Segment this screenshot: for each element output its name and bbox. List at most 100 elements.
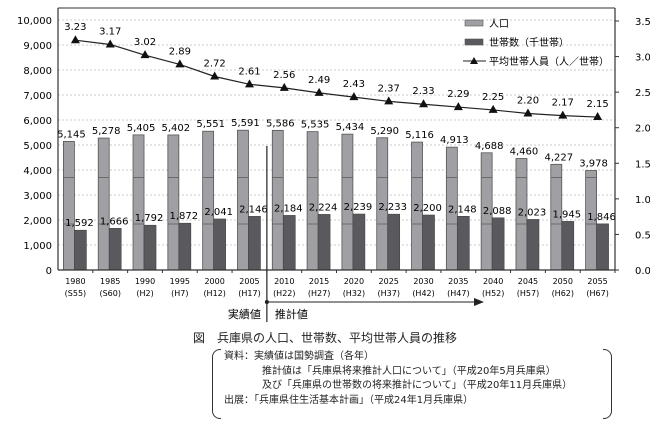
avg-household-marker: [279, 82, 289, 91]
household-bar: [457, 216, 470, 271]
household-bar: [352, 213, 366, 271]
y-left-tick-label: 9,000: [23, 41, 52, 52]
population-data-label: 5,402: [162, 123, 191, 134]
avg-household-marker: [244, 79, 254, 88]
note-line: 出展：「兵庫県住生活基本計画」（平成24年1月兵庫県）: [224, 394, 474, 406]
x-tick-sublabel: (H67): [586, 289, 608, 298]
avg-household-data-label: 2.20: [517, 95, 539, 106]
x-tick-sublabel: (H37): [378, 289, 400, 298]
x-tick-sublabel: (H27): [308, 289, 330, 298]
y-right-tick-label: 2.0: [635, 124, 650, 135]
y-left-tick-label: 4,000: [23, 166, 52, 177]
household-data-label: 2,233: [378, 202, 407, 213]
household-bar: [561, 221, 575, 271]
x-tick-label: 2030: [413, 277, 433, 286]
y-left-tick-label: 2,000: [23, 216, 52, 227]
avg-household-data-label: 3.17: [99, 26, 121, 37]
chart: 0 1,000 2,000 3,000 4,000 5,000 6,000 7,000 8,00…: [17, 7, 650, 322]
figure-caption: 図 兵庫県の人口、世帯数、平均世帯人員の推移: [192, 331, 457, 345]
household-data-label: 2,224: [309, 202, 338, 213]
y-left-tick-label: 1,000: [23, 241, 52, 252]
note-line: 及び「兵庫県の世帯数の将来推計について」（平成20年11月兵庫県）: [262, 380, 573, 391]
x-tick-label: 2025: [379, 277, 399, 286]
y-right-tick-label: 3.0: [635, 53, 650, 64]
y-left-tick-label: 3,000: [23, 191, 52, 202]
x-tick-label: 1985: [100, 277, 120, 286]
household-bar: [178, 222, 192, 271]
household-data-label: 1,592: [65, 218, 94, 229]
population-data-label: 5,405: [127, 123, 156, 134]
avg-household-line: [75, 39, 598, 118]
legend-swatch: [464, 19, 484, 27]
household-data-label: 2,088: [483, 206, 512, 217]
population-data-label: 5,535: [301, 120, 330, 131]
household-bar: [108, 228, 122, 271]
x-tick-label: 2035: [448, 277, 468, 286]
avg-household-marker: [558, 110, 568, 119]
x-tick-sublabel: (H42): [412, 289, 434, 298]
x-tick-label: 2055: [587, 277, 607, 286]
avg-household-marker: [105, 39, 115, 48]
population-bar: [271, 129, 284, 271]
y-right-tick-label: 1.0: [635, 195, 650, 206]
household-bar: [282, 215, 296, 271]
x-tick-label: 2020: [344, 277, 364, 286]
avg-household-data-label: 2.17: [552, 98, 574, 109]
x-tick-sublabel: (H17): [238, 289, 260, 298]
x-tick-sublabel: (H2): [136, 289, 153, 298]
y-left-tick-label: 7,000: [23, 91, 52, 102]
source-notes: 資料：実績値は国勢調査（各年） 推計値は「兵庫県将来推計人口について」（平成20…: [212, 349, 612, 419]
avg-household-data-label: 2.43: [343, 79, 365, 90]
x-tick-label: 2050: [553, 277, 573, 286]
y-left-tick-label: 8,000: [23, 66, 52, 77]
household-data-label: 1,945: [552, 209, 581, 220]
x-tick-sublabel: (S60): [99, 289, 121, 298]
avg-household-marker: [384, 96, 394, 105]
population-data-label: 5,145: [57, 129, 86, 140]
avg-household-marker: [593, 112, 603, 121]
x-tick-label: 2005: [239, 277, 259, 286]
avg-household-marker: [419, 99, 429, 108]
household-data-label: 1,872: [170, 211, 199, 222]
population-data-label: 4,227: [544, 152, 573, 163]
x-tick-sublabel: (H62): [552, 289, 574, 298]
y-left-tick-label: 6,000: [23, 116, 52, 127]
x-tick-sublabel: (H57): [517, 289, 539, 298]
x-tick-label: 1995: [170, 277, 190, 286]
x-tick-sublabel: (H47): [447, 289, 469, 298]
avg-household-data-label: 2.33: [412, 86, 434, 97]
population-bar: [167, 134, 180, 271]
avg-household-data-label: 2.29: [447, 89, 469, 100]
y-right-tick-label: 0.0: [635, 266, 650, 277]
household-bar: [143, 224, 157, 271]
avg-household-data-label: 2.72: [204, 58, 226, 69]
avg-household-data-label: 2.25: [482, 92, 504, 103]
x-tick-label: 2015: [309, 277, 329, 286]
avg-household-marker: [70, 35, 80, 44]
avg-household-marker: [140, 50, 150, 59]
population-data-label: 5,434: [336, 122, 365, 133]
household-data-label: 2,148: [448, 204, 477, 215]
y-left-tick-label: 5,000: [23, 141, 52, 152]
population-data-label: 5,586: [266, 118, 295, 129]
household-data-label: 2,184: [274, 203, 303, 214]
projected-values-label: 推計値: [275, 307, 308, 321]
household-bar: [526, 219, 540, 271]
y-right-tick-label: 1.5: [635, 159, 650, 170]
projection-arrow-origin: [264, 300, 269, 304]
household-bar: [422, 214, 435, 271]
x-tick-label: 2000: [204, 277, 224, 286]
x-tick-sublabel: (H12): [203, 289, 225, 298]
avg-household-data-label: 2.61: [238, 66, 260, 77]
household-data-label: 2,200: [413, 203, 442, 214]
population-data-label: 4,460: [510, 147, 539, 158]
legend-swatch: [464, 38, 484, 46]
legend-marker: [470, 57, 478, 64]
household-bar: [317, 214, 331, 271]
population-data-label: 5,290: [370, 126, 399, 137]
x-tick-sublabel: (H52): [482, 289, 504, 298]
avg-household-data-label: 2.56: [273, 70, 295, 81]
population-data-label: 5,278: [92, 126, 121, 137]
household-data-label: 2,041: [204, 207, 233, 218]
avg-household-data-label: 3.02: [134, 37, 156, 48]
